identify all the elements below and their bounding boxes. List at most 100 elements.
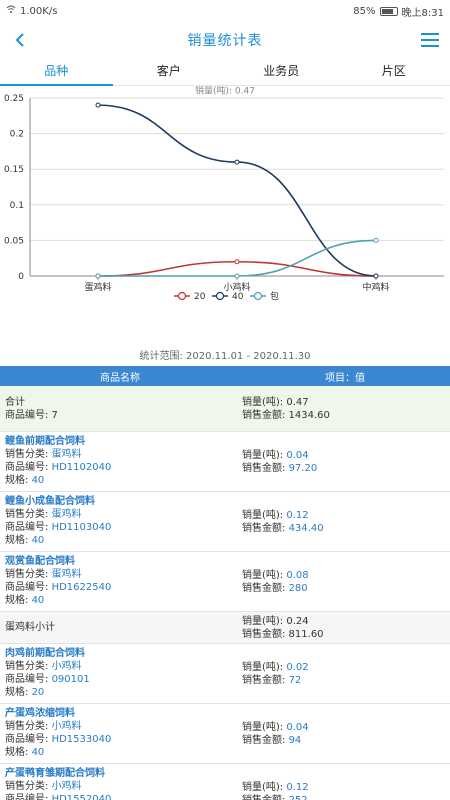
tab-salesperson[interactable]: 业务员 bbox=[263, 64, 300, 78]
data-point bbox=[234, 159, 240, 165]
qty-value: 0.04 bbox=[286, 721, 309, 733]
statistic-range: 统计范围: 2020.11.01 - 2020.11.30 bbox=[139, 351, 311, 362]
data-point bbox=[234, 273, 240, 279]
tab-variety[interactable]: 品种 bbox=[0, 58, 113, 86]
data-point bbox=[95, 273, 101, 279]
category-value: 蛋鸡料 bbox=[51, 569, 82, 580]
product-name: 鲤鱼前期配合饲料 bbox=[5, 436, 85, 447]
header-product-name: 商品名称 bbox=[100, 372, 140, 384]
summary-row[interactable]: 合计 商品编号: 7 销量(吨): 0.47 销售金额: 1434.60 bbox=[0, 386, 450, 432]
spec-label: 规格: bbox=[5, 535, 32, 546]
table-body: 合计 商品编号: 7 销量(吨): 0.47 销售金额: 1434.60 鲤鱼前… bbox=[0, 386, 450, 800]
amount-value: 252 bbox=[288, 794, 308, 800]
code-label: 商品编号: bbox=[5, 582, 52, 593]
qty-value: 0.12 bbox=[286, 781, 309, 793]
hamburger-menu-icon bbox=[421, 33, 439, 47]
tab-district[interactable]: 片区 bbox=[381, 64, 406, 78]
category-label: 销售分类: bbox=[5, 781, 52, 792]
product-row[interactable]: 肉鸡前期配合饲料 销售分类: 小鸡料 商品编号: 090101 规格: 20 销量(吨)… bbox=[0, 644, 450, 704]
product-name: 鲤鱼小成鱼配合饲料 bbox=[5, 496, 95, 507]
product-name: 肉鸡前期配合饲料 bbox=[5, 648, 85, 659]
code-value: HD1533040 bbox=[51, 734, 112, 745]
menu-button[interactable] bbox=[418, 28, 442, 52]
nav-bar: 销量统计表 bbox=[0, 22, 450, 58]
x-tick-label: 中鸡料 bbox=[362, 281, 389, 293]
category-label: 销售分类: bbox=[5, 721, 52, 732]
qty-label: 销量(吨): bbox=[242, 449, 287, 461]
subtotal-title: 蛋鸡料小计 bbox=[5, 622, 55, 633]
spec-value: 20 bbox=[31, 687, 45, 698]
category-value: 小鸡料 bbox=[51, 661, 82, 672]
amount-label: 销售金额: bbox=[242, 582, 289, 594]
qty-label: 销量(吨): bbox=[242, 661, 287, 673]
spec-label: 规格: bbox=[5, 687, 32, 698]
qty-value: 0.12 bbox=[286, 509, 309, 521]
y-tick-label: 0.2 bbox=[10, 130, 24, 140]
amount-value: 434.40 bbox=[288, 522, 324, 534]
category-label: 销售分类: bbox=[5, 661, 52, 672]
product-name: 产蛋鸡浓缩饲料 bbox=[5, 708, 75, 719]
category-value: 小鸡料 bbox=[51, 781, 82, 792]
product-row[interactable]: 鲤鱼前期配合饲料 销售分类: 蛋鸡料 商品编号: HD1102040 规格: 40 销量… bbox=[0, 432, 450, 492]
clock: 晚上8:31 bbox=[401, 7, 444, 19]
series-line-40 bbox=[97, 104, 377, 277]
product-row[interactable]: 观赏鱼配合饲料 销售分类: 蛋鸡料 商品编号: HD1622540 规格: 40 销量(… bbox=[0, 552, 450, 612]
legend-label: 包 bbox=[270, 290, 279, 302]
tab-customer[interactable]: 客户 bbox=[156, 64, 181, 78]
amount-value: 94 bbox=[288, 734, 302, 746]
product-name: 产蛋鸭育雏期配合饲料 bbox=[5, 768, 105, 779]
legend-swatch-marker bbox=[177, 291, 187, 301]
y-tick-label: 0.1 bbox=[10, 201, 24, 211]
category-label: 销售分类: bbox=[5, 509, 52, 520]
amount-value: 280 bbox=[288, 582, 308, 594]
amount-label: 销售金额: bbox=[242, 522, 289, 534]
status-bar: 1.00K/s 85% 晚上8:31 bbox=[0, 0, 450, 22]
amount-label: 销售金额: bbox=[242, 734, 289, 746]
y-tick-label: 0.25 bbox=[4, 94, 24, 104]
code-value: 090101 bbox=[51, 674, 90, 685]
product-name: 观赏鱼配合饲料 bbox=[5, 556, 75, 567]
amount-label: 销售金额: bbox=[242, 674, 289, 686]
amount-value: 72 bbox=[288, 674, 302, 686]
network-speed: 1.00K/s bbox=[20, 5, 58, 17]
code-label: 商品编号: bbox=[5, 522, 52, 533]
data-point bbox=[234, 259, 240, 265]
tab-bar: 品种 客户 业务员 片区 bbox=[0, 58, 450, 86]
spec-value: 40 bbox=[31, 535, 45, 546]
code-label: 商品编号: bbox=[5, 734, 52, 745]
y-tick-label: 0.15 bbox=[4, 165, 24, 175]
code-value: HD1102040 bbox=[51, 462, 112, 473]
spec-label: 规格: bbox=[5, 475, 32, 486]
chart-title: 销量(吨): 0.47 bbox=[195, 86, 255, 97]
chevron-left-icon bbox=[15, 33, 24, 47]
subtotal-row[interactable]: 蛋鸡料小计 销量(吨): 0.24 销售金额: 811.60 bbox=[0, 612, 450, 644]
x-tick-label: 小鸡料 bbox=[223, 281, 250, 293]
back-button[interactable] bbox=[8, 28, 32, 52]
table-header: 商品名称 项目：值 bbox=[0, 366, 450, 386]
spec-value: 40 bbox=[31, 475, 45, 486]
header-item-value: 项目：值 bbox=[325, 372, 365, 384]
subtotal-qty: 销量(吨): 0.24 bbox=[242, 615, 309, 627]
summary-qty: 销量(吨): 0.47 bbox=[242, 396, 309, 408]
category-value: 蛋鸡料 bbox=[51, 509, 82, 520]
legend-label: 40 bbox=[232, 292, 244, 302]
page-title: 销量统计表 bbox=[187, 33, 263, 49]
spec-value: 40 bbox=[31, 747, 45, 758]
product-row[interactable]: 产蛋鸡浓缩饲料 销售分类: 小鸡料 商品编号: HD1533040 规格: 40 销量(… bbox=[0, 704, 450, 764]
y-tick-label: 0 bbox=[18, 272, 24, 282]
product-row[interactable]: 鲤鱼小成鱼配合饲料 销售分类: 蛋鸡料 商品编号: HD1103040 规格: 40 销… bbox=[0, 492, 450, 552]
spec-label: 规格: bbox=[5, 595, 32, 606]
qty-value: 0.08 bbox=[286, 569, 309, 581]
chart-svg: 销量(吨): 0.47 0 0.05 0.1 0.15 0.2 0.25 蛋鸡料 小鸡料 中鸡料 2… bbox=[4, 86, 444, 302]
amount-value: 97.20 bbox=[288, 462, 318, 474]
spec-value: 40 bbox=[31, 595, 45, 606]
code-value: HD1622540 bbox=[51, 582, 112, 593]
qty-label: 销量(吨): bbox=[242, 569, 287, 581]
code-label: 商品编号: bbox=[5, 794, 52, 800]
code-value: HD1552040 bbox=[51, 794, 112, 800]
qty-value: 0.02 bbox=[286, 661, 309, 673]
wifi-icon bbox=[6, 5, 16, 17]
qty-label: 销量(吨): bbox=[242, 509, 287, 521]
qty-value: 0.04 bbox=[286, 449, 309, 461]
